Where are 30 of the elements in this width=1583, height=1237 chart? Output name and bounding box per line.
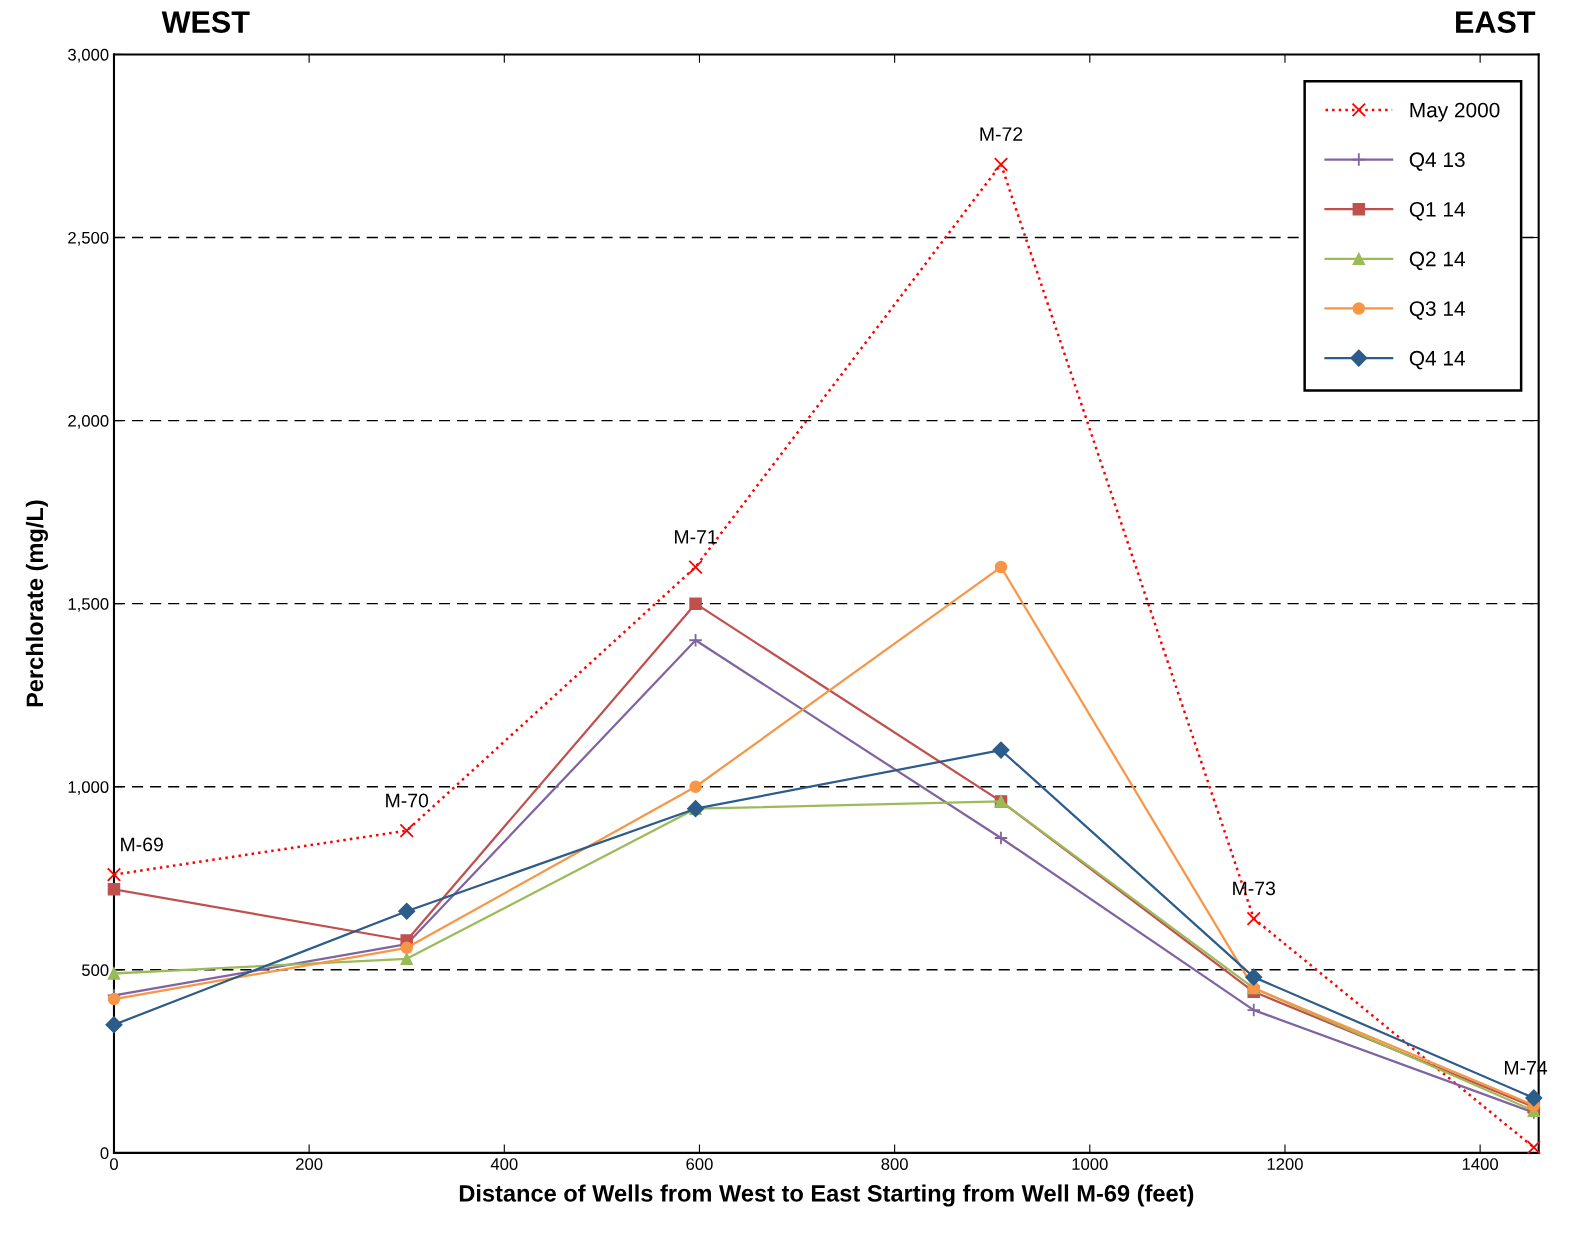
annotation: M-72 — [980, 127, 1023, 141]
x-tick-label: 1200 — [1267, 1158, 1303, 1170]
legend-label: Q4 14 — [1409, 350, 1465, 370]
annotation: M-70 — [386, 793, 429, 808]
x-tick-label: 600 — [686, 1158, 713, 1170]
y-tick-label: 1,500 — [68, 598, 109, 612]
x-tick-label: 1000 — [1072, 1158, 1108, 1170]
legend-label: Q4 13 — [1409, 152, 1465, 171]
legend-label: May 2000 — [1410, 102, 1500, 122]
y-tick-label: 2,000 — [68, 414, 109, 429]
legend-label: Q2 14 — [1409, 251, 1465, 271]
annotation: M-69 — [121, 837, 163, 852]
y-tick-label: 1,000 — [68, 781, 109, 795]
y-tick-label: 500 — [81, 964, 109, 977]
legend-label: Q1 14 — [1409, 201, 1465, 221]
text: WEST — [161, 11, 250, 33]
y-tick-label: 3,000 — [68, 48, 109, 63]
x-tick-label: 400 — [490, 1158, 518, 1170]
x-axis-title: Distance of Wells from West to East Starting from Well M-69 (feet) — [459, 1184, 1194, 1207]
legend-label: Q3 14 — [1409, 301, 1465, 320]
x-tick-label: 0 — [109, 1158, 118, 1170]
x-tick-label: 1400 — [1462, 1158, 1499, 1170]
x-tick-label: 200 — [296, 1158, 323, 1170]
annotation: M-73 — [1233, 881, 1276, 896]
y-tick-label: 2,500 — [68, 231, 109, 246]
text: EAST — [1456, 11, 1536, 33]
y-tick-label: 0 — [100, 1147, 109, 1160]
x-tick-label: 800 — [881, 1158, 908, 1170]
annotation: M-71 — [675, 530, 717, 544]
y-axis-title: Perchlorate (mg/L) — [25, 500, 48, 707]
